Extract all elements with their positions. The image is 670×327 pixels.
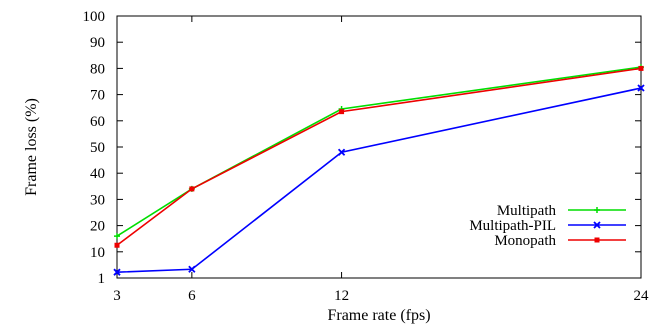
series-line — [116, 67, 642, 246]
y-tick-label: 70 — [90, 88, 105, 104]
x-tick-label: 24 — [634, 288, 650, 304]
y-tick-label: 10 — [90, 245, 105, 261]
data-point-marker — [637, 84, 645, 92]
data-point-marker — [593, 221, 601, 229]
data-point-marker — [337, 148, 346, 156]
plot-frame — [116, 15, 642, 279]
data-point-marker — [638, 65, 644, 71]
x-tick-label: 6 — [188, 288, 196, 304]
y-tick-label: 50 — [90, 140, 105, 156]
x-tick-label: 12 — [334, 288, 349, 304]
series-lines — [113, 64, 645, 276]
legend-label: Multipath-PIL — [469, 218, 556, 234]
y-tick-label: 80 — [90, 61, 105, 77]
data-point-marker — [188, 265, 196, 273]
series-multipath — [114, 64, 644, 240]
y-axis-label: Frame loss (%) — [23, 98, 40, 196]
series-line — [116, 66, 642, 237]
y-tick-label: 30 — [90, 192, 105, 208]
x-axis-ticks: 3 6 12 24 — [113, 16, 649, 304]
legend-item: Multipath — [497, 203, 626, 219]
legend-item: Multipath-PIL — [469, 218, 626, 234]
y-tick-label: 60 — [90, 114, 105, 130]
x-tick-label: 3 — [113, 288, 121, 304]
y-tick-label: 20 — [90, 219, 105, 235]
data-point-marker — [594, 237, 600, 243]
data-point-marker — [189, 186, 195, 192]
data-point-marker — [594, 207, 600, 213]
y-tick-label: 90 — [90, 35, 105, 51]
series-multipath-pil — [113, 84, 645, 276]
y-axis-ticks: 1 10 20 30 40 50 60 70 80 90 100 — [83, 9, 641, 287]
data-point-marker — [114, 233, 120, 240]
y-tick-label: 100 — [83, 9, 106, 25]
data-point-marker — [114, 242, 120, 248]
series-monopath — [114, 65, 644, 248]
legend-item: Monopath — [494, 233, 626, 249]
series-line — [116, 87, 642, 273]
x-axis-label: Frame rate (fps) — [327, 307, 430, 324]
legend-label: Multipath — [497, 203, 557, 219]
legend-label: Monopath — [494, 233, 556, 249]
data-point-marker — [113, 268, 121, 276]
y-tick-label: 1 — [98, 271, 106, 287]
y-tick-label: 40 — [90, 166, 105, 182]
data-point-marker — [339, 109, 345, 115]
